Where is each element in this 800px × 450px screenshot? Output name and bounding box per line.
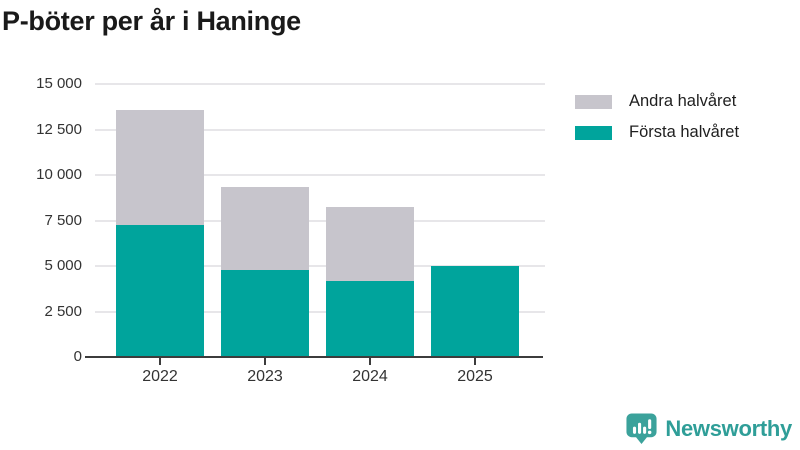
bar-segment-f-rsta-halv-ret [326, 280, 414, 357]
legend-label: Andra halvåret [629, 92, 737, 110]
newsworthy-brand-text: Newsworthy [665, 416, 792, 441]
y-axis-tick-label: 12 500 [36, 120, 82, 138]
page-title: P-böter per år i Haninge [2, 6, 301, 36]
bar-segment-f-rsta-halv-ret [116, 225, 204, 357]
grid-line [95, 310, 545, 313]
bar-segment-andra-halv-ret [326, 206, 414, 281]
legend: Andra halvåret Första halvåret [575, 92, 739, 142]
x-axis-tick-label: 2023 [247, 368, 283, 385]
x-axis-tick [264, 358, 266, 365]
legend-swatch [575, 94, 612, 109]
x-axis-tick-label: 2022 [142, 368, 178, 385]
bar-segment-f-rsta-halv-ret [431, 266, 519, 357]
y-axis-tick-label: 2 500 [44, 302, 82, 320]
bar-segment-f-rsta-halv-ret [221, 269, 309, 357]
grid-line [95, 128, 545, 131]
bar-chart-bubble-icon [626, 413, 657, 445]
x-axis-tick [474, 358, 476, 365]
x-axis-tick-label: 2025 [457, 368, 493, 385]
y-axis-tick-label: 7 500 [44, 211, 82, 229]
legend-item-forsta: Första halvåret [575, 123, 739, 142]
x-axis-tick-label: 2024 [352, 368, 388, 385]
legend-item-andra: Andra halvåret [575, 92, 739, 111]
bar-segment-andra-halv-ret [221, 186, 309, 270]
grid-line [95, 265, 545, 267]
y-axis-tick-label: 0 [73, 348, 82, 365]
x-axis-tick [159, 358, 161, 365]
grid-line [95, 174, 545, 176]
grid-line [95, 219, 545, 222]
bar-segment-andra-halv-ret [116, 110, 204, 226]
legend-label: Första halvåret [629, 123, 740, 141]
legend-swatch [575, 125, 612, 140]
x-axis-tick [369, 358, 371, 365]
newsworthy-logo: Newsworthy [625, 412, 792, 446]
y-axis-tick-label: 10 000 [36, 166, 82, 183]
grid-line [95, 83, 545, 85]
y-axis-tick-label: 5 000 [44, 257, 82, 274]
axis-baseline [85, 356, 543, 358]
y-axis-tick-label: 15 000 [36, 75, 82, 92]
